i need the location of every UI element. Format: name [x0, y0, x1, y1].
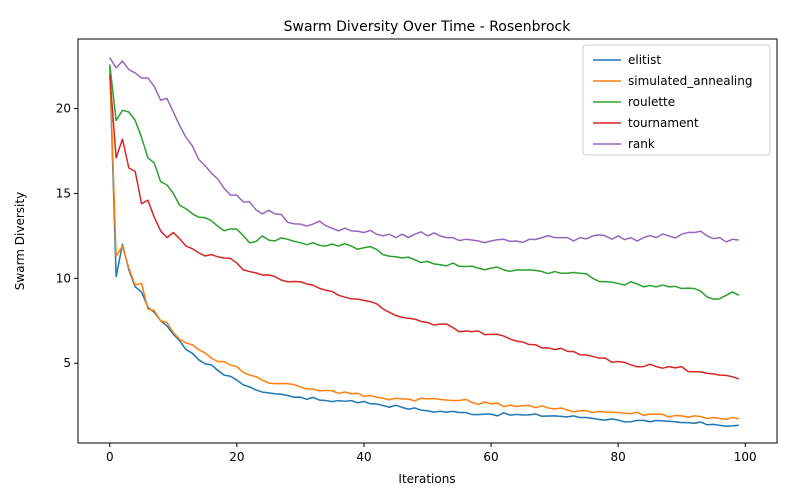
y-tick-label: 5 [63, 356, 71, 370]
chart-title: Swarm Diversity Over Time - Rosenbrock [284, 19, 572, 35]
legend-label: roulette [628, 95, 675, 109]
x-tick-label: 100 [734, 450, 757, 464]
legend: elitist simulated_annealing roulette tourna… [582, 44, 771, 156]
plot-area [109, 57, 740, 427]
x-tick-label: 80 [610, 450, 625, 464]
legend-label: simulated_annealing [628, 74, 752, 88]
y-tick-label: 10 [56, 271, 71, 285]
x-tick-label: 20 [229, 450, 244, 464]
x-axis-label: Iterations [398, 472, 455, 486]
x-tick-label: 0 [106, 450, 114, 464]
x-tick-label: 60 [483, 450, 498, 464]
legend-label: tournament [628, 116, 699, 130]
series-line-tournament [109, 74, 740, 380]
series-line-elitist [109, 67, 739, 427]
axes-frame [77, 38, 778, 444]
series-line-rank [109, 57, 739, 244]
legend-frame [582, 44, 771, 156]
series-line-simulated-annealing [109, 66, 740, 421]
x-tick-label: 40 [356, 450, 371, 464]
x-axis: 0 20 40 60 80 100 [106, 443, 757, 464]
y-axis: 5 10 15 20 [56, 102, 78, 370]
y-tick-label: 20 [56, 102, 71, 116]
legend-label: rank [628, 137, 655, 151]
y-axis-label: Swarm Diversity [13, 192, 27, 290]
legend-label: elitist [628, 53, 661, 67]
series-line-roulette [109, 64, 740, 300]
y-tick-label: 15 [56, 186, 71, 200]
